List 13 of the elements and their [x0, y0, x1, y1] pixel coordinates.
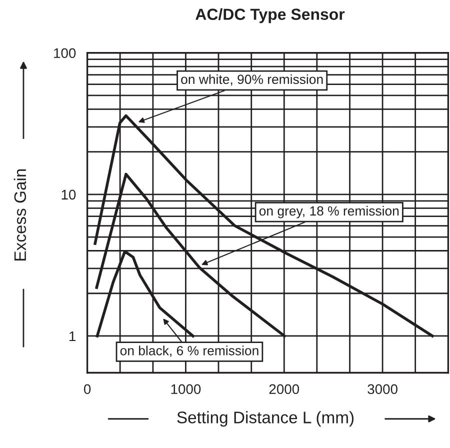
x-tick-label: 1000	[171, 384, 201, 394]
annotation: on black, 6 % remission	[120, 346, 258, 357]
annotation: on grey, 18 % remission	[259, 206, 399, 218]
y-tick-label: 1	[70, 331, 76, 342]
y-tick-label: 10	[62, 190, 76, 200]
chart-title: AC/DC Type Sensor	[196, 8, 345, 24]
x-tick-label: 0	[84, 384, 91, 394]
annotation: on white, 90% remission	[181, 74, 323, 86]
x-tick-label: 2000	[269, 384, 300, 394]
x-axis-title: Setting Distance L (mm)	[177, 411, 354, 427]
y-tick-label: 100	[54, 48, 76, 58]
y-axis-title: Excess Gain	[14, 169, 26, 260]
x-tick-label: 3000	[368, 384, 398, 394]
